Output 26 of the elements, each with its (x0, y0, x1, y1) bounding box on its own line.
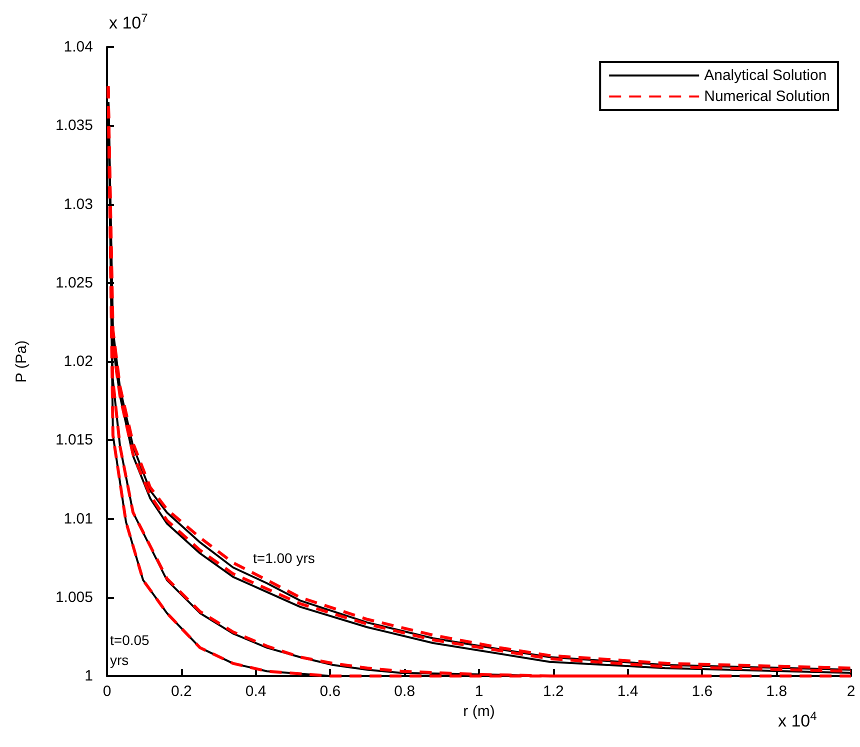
x-tick-label: 0.2 (170, 683, 192, 700)
x-tick-label: 0.4 (245, 683, 266, 700)
y-tick-label: 1.01 (64, 510, 93, 528)
y-tick-label: 1.04 (64, 38, 93, 56)
y-tick-label: 1.005 (55, 588, 93, 606)
y-tick-label: 1.035 (55, 117, 93, 134)
x-tick-label: 0.6 (320, 683, 341, 700)
x-tick-label: 2 (846, 683, 856, 700)
y-tick-label: 1 (84, 668, 93, 684)
x-tick-label: 0.8 (394, 683, 416, 700)
y-tick-label: 1.025 (55, 274, 93, 292)
x-tick-label: 1.8 (766, 683, 788, 700)
y-tick-label: 1.03 (64, 196, 93, 213)
x-axis-title: r (m) (463, 703, 495, 720)
y-axis-title: P (Pa) (13, 340, 30, 383)
x-tick-label: 1.2 (542, 683, 564, 700)
x-tick-label: 1 (474, 683, 484, 700)
x-tick-label: 1.6 (692, 683, 713, 700)
y-tick-label: 1.015 (55, 432, 93, 449)
annotation: t=0.05 yrs (110, 632, 154, 668)
x-tick-label: 0 (102, 683, 112, 700)
annotation: t=1.00 yrs (253, 550, 315, 566)
text: Analytical Solution (704, 67, 827, 84)
text: Numerical Solution (704, 88, 830, 105)
y-tick-label: 1.02 (64, 353, 93, 370)
x-tick-label: 1.4 (617, 683, 638, 700)
